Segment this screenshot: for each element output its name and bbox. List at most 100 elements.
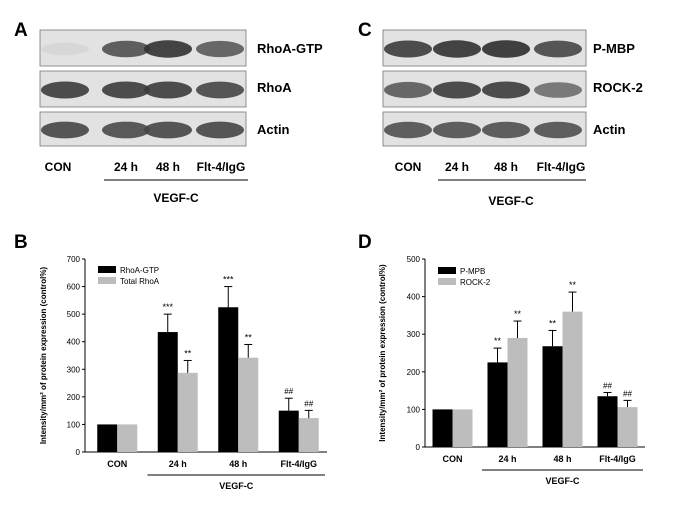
chart-d-bar-p-mpb <box>542 346 563 447</box>
chart-d-legend-label: ROCK-2 <box>460 278 491 287</box>
blot-a-lane-24h: 24 h <box>114 160 138 174</box>
blot-a-band <box>196 40 244 58</box>
blot-a-band <box>41 81 89 99</box>
chart-b-significance-label: ## <box>284 387 293 396</box>
blot-a-band <box>102 81 150 99</box>
chart-d-y-tick-label: 200 <box>407 368 421 377</box>
chart-d-significance-label: ## <box>623 389 632 398</box>
blot-a-band <box>144 81 192 99</box>
chart-d-group-label: VEGF-C <box>545 476 580 486</box>
chart-d-significance-label: ** <box>514 309 522 319</box>
chart-b-category-label: 24 h <box>169 459 187 469</box>
blot-a-label-2: RhoA <box>257 80 292 95</box>
chart-d-bar-p-mpb <box>597 396 618 447</box>
chart-d-bar-rock-2 <box>507 337 528 447</box>
blot-a-label-3: Actin <box>257 122 290 137</box>
blot-a-label-1: RhoA-GTP <box>257 41 323 56</box>
chart-b-significance-label: ** <box>184 348 192 358</box>
chart-b-y-tick-label: 100 <box>67 420 81 429</box>
chart-b-legend-label: RhoA-GTP <box>120 266 159 275</box>
chart-b-bar-total-rhoa <box>298 418 319 452</box>
chart-d-y-tick-label: 100 <box>407 405 421 414</box>
blot-a-band <box>196 121 244 139</box>
chart-b-y-tick-label: 600 <box>67 283 81 292</box>
blot-c-lane-con: CON <box>395 160 422 174</box>
chart-d-bar-p-mpb <box>487 362 508 447</box>
chart-d-bar-rock-2 <box>452 409 473 447</box>
chart-b-bar-rhoa-gtp <box>97 424 118 452</box>
chart-b-significance-label: *** <box>223 275 234 285</box>
chart-d-bar-rock-2 <box>562 311 583 447</box>
western-blot-c <box>382 29 587 147</box>
chart-d-y-tick-label: 400 <box>407 293 421 302</box>
blot-a-lane-48h: 48 h <box>156 160 180 174</box>
chart-b-y-tick-label: 500 <box>67 310 81 319</box>
chart-b-legend-swatch <box>98 277 116 284</box>
chart-d-y-axis-label: Intensity/mm² of protein expression (con… <box>378 264 387 442</box>
chart-b-y-tick-label: 200 <box>67 393 81 402</box>
chart-b-y-tick-label: 400 <box>67 338 81 347</box>
panel-letter-a: A <box>14 20 28 41</box>
blot-c-band <box>433 40 481 58</box>
chart-d-y-tick-label: 300 <box>407 330 421 339</box>
chart-d-bar-p-mpb <box>432 409 453 447</box>
chart-b-bar-total-rhoa <box>117 424 138 452</box>
blot-c-band <box>433 81 481 99</box>
blot-a-band <box>41 121 89 139</box>
blot-c-lane-24h: 24 h <box>445 160 469 174</box>
bar-chart-d: 0 100 200 300 400 500 Intensity/mm² of protein… <box>378 255 645 486</box>
chart-b-y-axis-label: Intensity/mm² of protein expression (con… <box>39 266 48 444</box>
chart-d-significance-label: ** <box>549 318 557 328</box>
chart-d-category-label: 48 h <box>553 454 571 464</box>
blot-c-group-label: VEGF-C <box>488 194 534 208</box>
chart-b-legend-label: Total RhoA <box>120 277 160 286</box>
panel-letter-b: B <box>14 232 28 253</box>
blot-a-band <box>144 40 192 58</box>
chart-b-bar-rhoa-gtp <box>218 307 239 452</box>
chart-d-legend-label: P-MPB <box>460 267 485 276</box>
chart-b-bar-total-rhoa <box>177 372 198 452</box>
chart-b-legend-swatch <box>98 266 116 273</box>
blot-a-group-label: VEGF-C <box>153 191 199 205</box>
blot-c-band <box>384 121 432 139</box>
chart-b-category-label: Flt-4/IgG <box>281 459 318 469</box>
blot-a-band <box>144 121 192 139</box>
blot-a-lane-flt: Flt-4/IgG <box>197 160 246 174</box>
chart-d-legend-swatch <box>438 267 456 274</box>
chart-d-significance-label: ** <box>494 336 502 346</box>
chart-b-bar-rhoa-gtp <box>157 332 178 452</box>
panel-letter-c: C <box>358 20 372 41</box>
bar-chart-b: 0 100 200 300 400 500 600 700 Intensity/mm² of p… <box>39 255 327 491</box>
blot-c-label-3: Actin <box>593 122 626 137</box>
panel-letter-d: D <box>358 232 372 253</box>
chart-d-category-label: 24 h <box>498 454 516 464</box>
blot-c-band <box>534 40 582 58</box>
blot-c-lane-48h: 48 h <box>494 160 518 174</box>
chart-b-y-tick-label: 0 <box>76 448 81 457</box>
blot-c-label-1: P-MBP <box>593 41 635 56</box>
blot-a-band <box>102 40 150 58</box>
chart-d-category-label: CON <box>443 454 463 464</box>
chart-d-significance-label: ** <box>569 280 577 290</box>
blot-c-band <box>534 121 582 139</box>
chart-b-group-label: VEGF-C <box>219 481 254 491</box>
blot-c-band <box>534 82 582 98</box>
chart-d-y-tick-label: 0 <box>416 443 421 452</box>
chart-b-significance-label: *** <box>162 302 173 312</box>
chart-b-category-label: 48 h <box>229 459 247 469</box>
blot-c-label-2: ROCK-2 <box>593 80 643 95</box>
blot-c-band <box>433 121 481 139</box>
blot-a-band <box>196 81 244 99</box>
chart-d-legend-swatch <box>438 278 456 285</box>
chart-b-significance-label: ** <box>245 332 253 342</box>
chart-b-category-label: CON <box>107 459 127 469</box>
chart-d-bar-rock-2 <box>617 407 638 447</box>
chart-d-category-label: Flt-4/IgG <box>599 454 636 464</box>
blot-c-band <box>384 81 432 99</box>
chart-b-significance-label: ## <box>304 399 313 408</box>
blot-c-band <box>384 40 432 58</box>
chart-b-y-tick-label: 300 <box>67 365 81 374</box>
western-blot-a <box>39 29 247 147</box>
blot-a-lane-con: CON <box>45 160 72 174</box>
